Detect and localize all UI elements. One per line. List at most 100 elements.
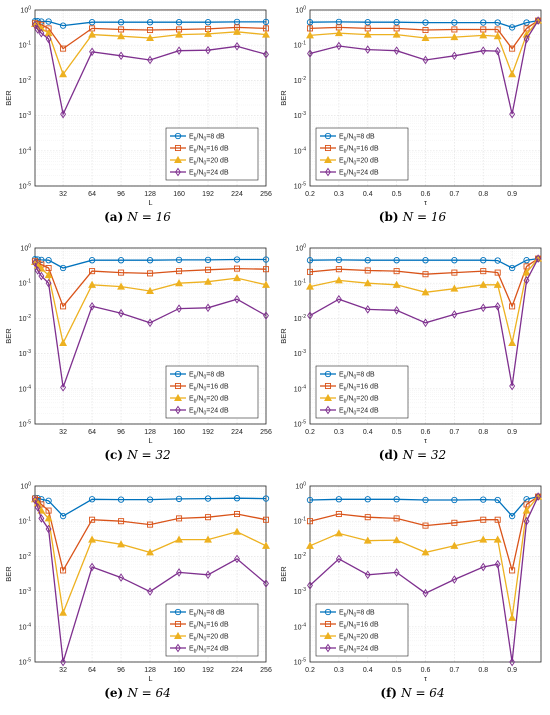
- chart-panel-e: 10-5 10-4 10-3 10-2 10-1 100 32 64 96 128 160 192 22…: [0, 476, 275, 714]
- data-point: [392, 280, 401, 288]
- axes-box: [309, 485, 542, 663]
- data-point: [451, 310, 458, 319]
- x-tick-label: 0.8: [478, 667, 488, 674]
- legend: Eb/N0=8 dB Eb/N0=16 dB Eb/N0=20 dB Eb/N0=24…: [315, 603, 409, 657]
- legend-entry: Eb/N0=24 dB: [339, 408, 379, 417]
- data-point: [422, 588, 429, 598]
- x-tick-label: 128: [144, 429, 156, 436]
- data-point: [117, 257, 125, 264]
- data-point: [450, 32, 459, 41]
- y-tick-label: 10-5: [19, 182, 31, 191]
- data-point: [234, 265, 241, 272]
- series-line-3: [309, 20, 539, 115]
- data-point: [32, 258, 38, 268]
- legend-entry: Eb/N0=20 dB: [189, 158, 229, 167]
- legend: Eb/N0=8 dB Eb/N0=16 dB Eb/N0=20 dB Eb/N0=24…: [315, 127, 409, 181]
- data-point: [45, 265, 52, 272]
- data-point: [494, 26, 501, 33]
- y-tick-label: 10-3: [294, 587, 306, 596]
- data-point: [146, 496, 154, 503]
- legend-marker: [324, 370, 332, 378]
- data-point: [263, 579, 269, 588]
- legend-entry: Eb/N0=16 dB: [339, 146, 379, 155]
- data-point: [262, 495, 270, 502]
- series-line-0: [309, 257, 539, 269]
- data-point: [204, 495, 212, 502]
- legend-entry: Eb/N0=24 dB: [189, 170, 229, 179]
- data-point: [451, 269, 458, 276]
- x-tick-label: 64: [88, 429, 96, 436]
- data-point: [451, 51, 458, 61]
- data-point: [364, 496, 371, 503]
- legend-marker: [324, 132, 332, 140]
- data-point: [147, 27, 154, 34]
- y-tick-label: 10-1: [294, 517, 306, 526]
- data-point: [262, 30, 270, 38]
- data-point: [32, 20, 38, 30]
- data-point: [508, 24, 516, 31]
- data-point: [535, 254, 542, 263]
- data-point: [88, 257, 96, 264]
- data-point: [234, 554, 240, 564]
- legend-entry: Eb/N0=20 dB: [189, 634, 229, 643]
- data-point: [509, 303, 516, 310]
- data-point: [364, 257, 371, 264]
- x-axis-label: L: [148, 436, 152, 444]
- data-point: [493, 280, 502, 288]
- data-point: [175, 256, 183, 264]
- y-tick-label: 10-3: [19, 349, 31, 358]
- x-axis-label: τ: [424, 674, 427, 682]
- data-point: [147, 587, 153, 596]
- x-tick-label: 32: [59, 191, 67, 198]
- y-tick-label: 10-4: [19, 146, 31, 155]
- data-point: [175, 30, 184, 38]
- series-line-3: [34, 262, 267, 388]
- data-point: [364, 570, 371, 580]
- y-axis-label: BER: [4, 566, 13, 582]
- legend: Eb/N0=8 dB Eb/N0=16 dB Eb/N0=20 dB Eb/N0=24…: [165, 603, 259, 657]
- legend-entry: Eb/N0=20 dB: [339, 158, 379, 167]
- data-point: [393, 257, 400, 264]
- data-point: [118, 308, 125, 318]
- x-tick-label: 0.5: [392, 667, 402, 674]
- data-point: [451, 257, 458, 264]
- chart-svg-f: 10-5 10-4 10-3 10-2 10-1 100 0.2 0.3 0.4 0.5 0.6 0.…: [279, 482, 543, 682]
- chart-panel-f: 10-5 10-4 10-3 10-2 10-1 100 0.2 0.3 0.4 0.5 0.6 0.…: [275, 476, 550, 714]
- data-point: [508, 264, 516, 272]
- data-point: [421, 288, 430, 296]
- data-point: [494, 46, 501, 56]
- y-tick-label: 10-5: [294, 420, 306, 429]
- data-point: [392, 30, 401, 38]
- x-tick-label: 96: [117, 429, 125, 436]
- data-point: [334, 529, 343, 537]
- data-point: [480, 257, 487, 264]
- data-point: [479, 535, 488, 543]
- x-tick-label: 0.9: [507, 191, 517, 198]
- data-point: [450, 541, 459, 549]
- data-point: [364, 19, 371, 26]
- y-tick-label: 10-2: [294, 552, 306, 561]
- y-tick-label: 10-5: [19, 420, 31, 429]
- data-point: [392, 535, 401, 544]
- data-point: [176, 304, 182, 313]
- x-tick-label: 0.4: [363, 191, 373, 198]
- data-point: [393, 568, 400, 577]
- data-point: [44, 514, 53, 522]
- data-point: [494, 302, 501, 311]
- x-tick-label: 32: [59, 667, 67, 674]
- data-point: [334, 276, 343, 284]
- series-line-1: [309, 496, 539, 571]
- x-tick-label: 0.7: [450, 191, 460, 198]
- data-point: [306, 496, 314, 504]
- legend-entry: Eb/N0=20 dB: [339, 634, 379, 643]
- data-point: [60, 109, 67, 119]
- y-tick-label: 100: [20, 244, 31, 253]
- data-point: [494, 269, 501, 276]
- data-point: [422, 271, 429, 278]
- data-point: [205, 514, 212, 521]
- data-point: [479, 280, 488, 288]
- data-point: [493, 535, 502, 543]
- data-point: [307, 581, 313, 590]
- data-point: [262, 18, 270, 26]
- series-line-3: [309, 496, 539, 663]
